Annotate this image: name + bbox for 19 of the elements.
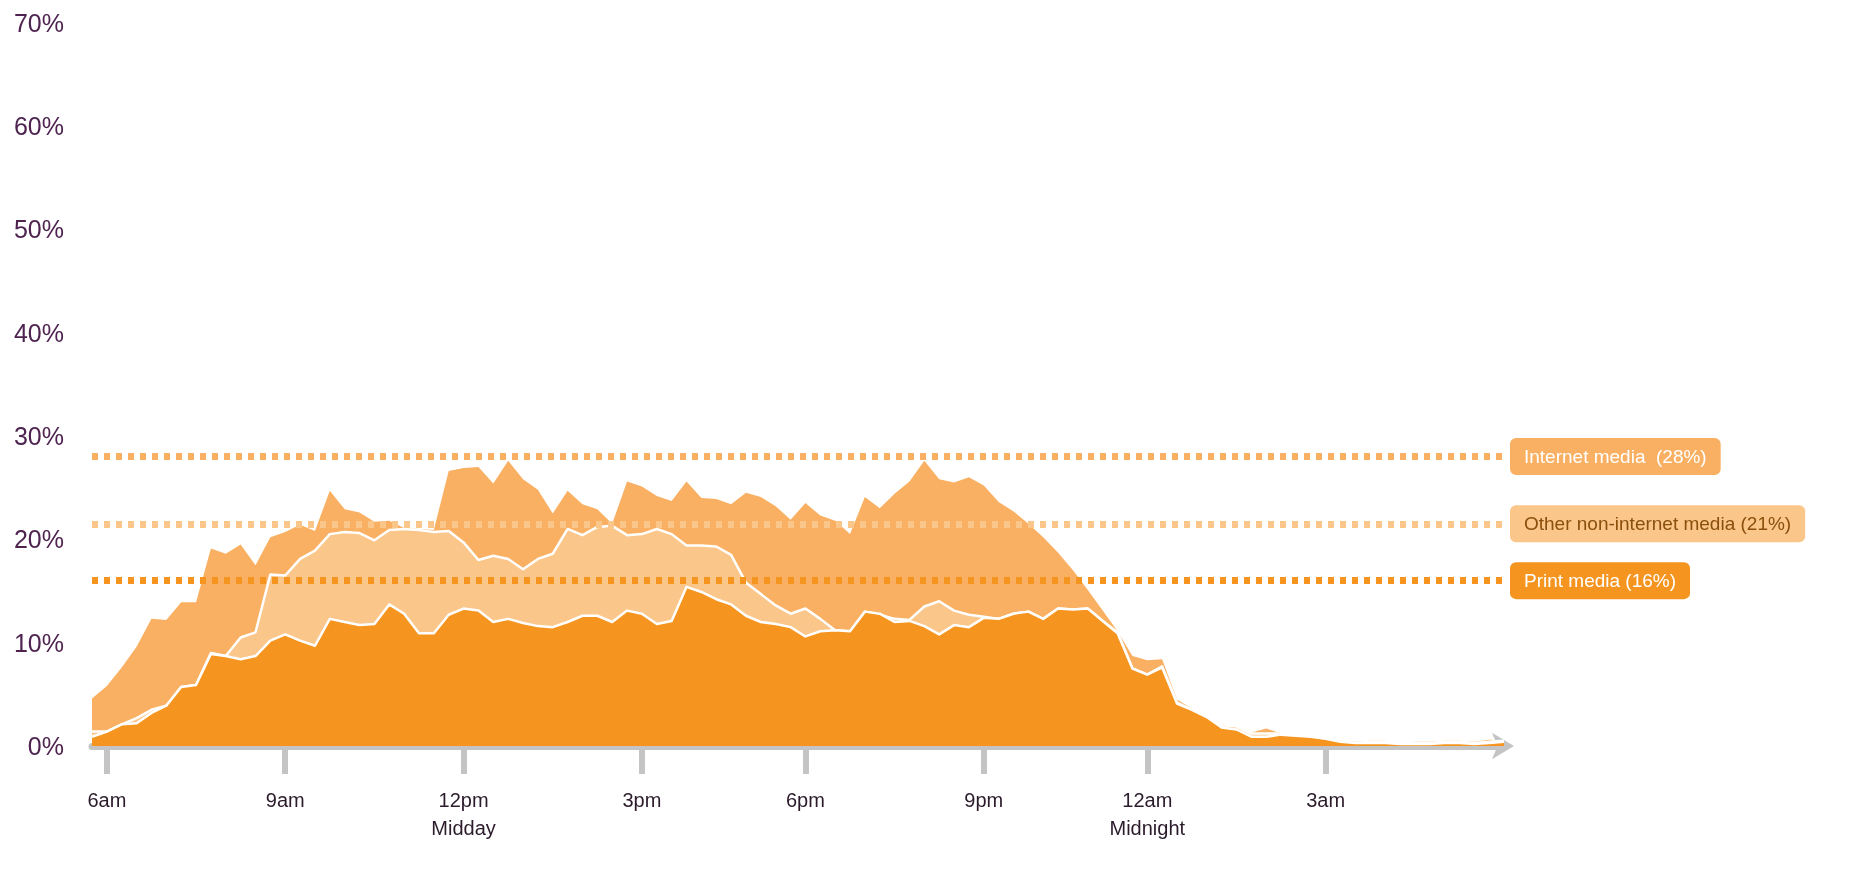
- x-tick-label: 12pm Midday: [431, 789, 496, 839]
- y-tick-label: 40%: [13, 318, 64, 347]
- y-tick-label: 0%: [27, 732, 64, 760]
- x-tick-label: 9am: [265, 789, 305, 811]
- y-tick-label: 50%: [13, 215, 64, 244]
- ref-line-label: Print media (16%): [1524, 570, 1677, 592]
- y-tick-label: 70%: [13, 8, 64, 37]
- y-tick-label: 60%: [13, 111, 64, 140]
- y-tick-label: 10%: [13, 628, 64, 657]
- y-tick-label: 30%: [13, 421, 64, 450]
- x-tick-label: 3pm: [622, 789, 662, 811]
- x-tick-label: 12am Midnight: [1109, 789, 1186, 839]
- x-tick-label: 6am: [87, 789, 127, 811]
- ref-line-label: Internet media (28%): [1524, 446, 1707, 468]
- x-tick-label: 6pm: [785, 789, 825, 811]
- x-tick-label: 9pm: [964, 789, 1004, 811]
- ref-line-label: Other non-internet media (21%): [1524, 513, 1792, 535]
- y-tick-label: 20%: [13, 525, 64, 554]
- x-tick-label: 3am: [1306, 789, 1346, 811]
